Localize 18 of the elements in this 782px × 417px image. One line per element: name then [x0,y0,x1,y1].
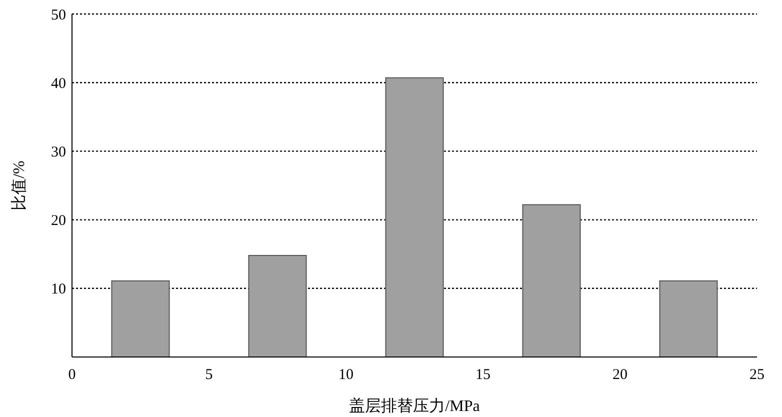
x-tick-label: 5 [205,367,213,383]
bar [111,280,170,358]
bar [385,77,444,358]
x-tick-label: 25 [750,367,764,383]
y-tick-label: 10 [51,282,66,298]
y-axis-title: 比值/% [10,160,28,210]
x-tick-label: 20 [612,367,628,383]
bar [522,204,581,358]
bar [248,254,307,358]
x-axis-title: 盖层排替压力/MPa [349,397,480,415]
x-tick-label: 15 [476,367,490,383]
y-tick-label: 40 [51,76,66,92]
bar [659,280,718,358]
y-tick-label: 50 [51,7,66,24]
x-tick-label: 0 [68,367,76,383]
y-tick-label: 30 [51,144,66,160]
x-tick-label: 10 [338,367,354,383]
y-tick-label: 20 [51,213,66,230]
